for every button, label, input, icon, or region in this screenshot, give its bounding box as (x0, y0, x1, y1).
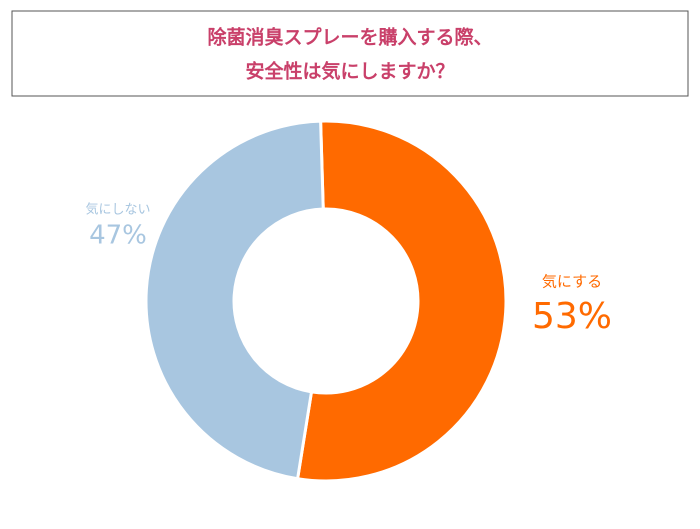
title-box (11, 10, 689, 97)
chart-title: 安全性は気にしますか？ (245, 60, 454, 83)
slice-label: 気にする (542, 273, 602, 291)
donut-slice (295, 119, 508, 483)
slice-value-label: 47% (89, 221, 147, 251)
slice-label: 気にしない (85, 202, 150, 218)
slice-value-label: 53% (532, 296, 612, 337)
chart-title: 除菌消臭スプレーを購入する際、 (207, 26, 492, 49)
donut-slice (144, 119, 325, 481)
